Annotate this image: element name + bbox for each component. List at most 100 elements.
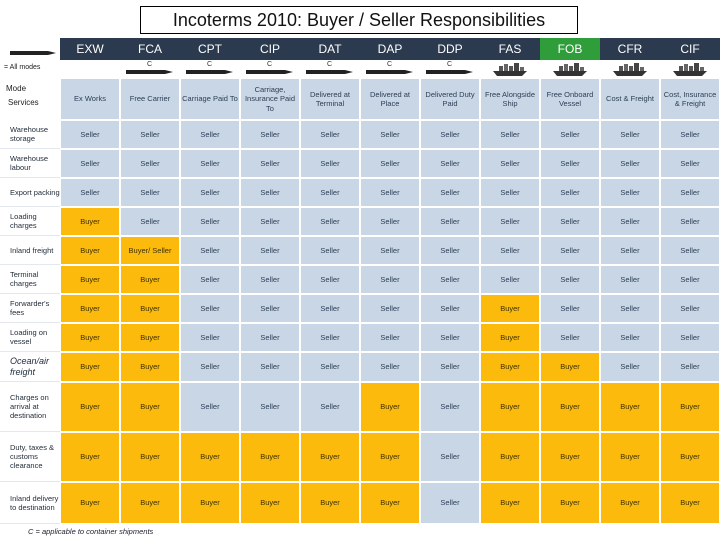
mode-text: Mode (6, 84, 27, 93)
responsibility-cell: Seller (60, 178, 120, 207)
responsibility-cell: Seller (240, 207, 300, 236)
responsibility-cell: Buyer (660, 482, 720, 524)
responsibility-cell: Buyer (480, 323, 540, 352)
responsibility-cell: Seller (300, 207, 360, 236)
responsibility-cell: Seller (240, 352, 300, 382)
responsibility-cell: Seller (480, 149, 540, 178)
transport-icon-cell (540, 60, 600, 78)
container-mark: C (267, 61, 273, 68)
responsibility-cell: Buyer (120, 482, 180, 524)
responsibility-cell: Seller (300, 294, 360, 323)
responsibility-cell: Buyer (60, 482, 120, 524)
term-name-dat: Delivered at Terminal (300, 78, 360, 120)
responsibility-cell: Seller (480, 236, 540, 265)
responsibility-cell: Seller (480, 178, 540, 207)
transport-icon-cell: C (120, 60, 180, 78)
responsibility-cell: Seller (180, 265, 240, 294)
term-name-cip: Carriage, Insurance Paid To (240, 78, 300, 120)
responsibility-cell: Seller (180, 149, 240, 178)
responsibility-cell: Seller (480, 265, 540, 294)
transport-icon-cell: C (240, 60, 300, 78)
transport-icon-cell: C (360, 60, 420, 78)
responsibility-cell: Buyer (600, 482, 660, 524)
responsibility-cell: Seller (180, 236, 240, 265)
responsibility-cell: Seller (660, 236, 720, 265)
responsibility-cell: Seller (360, 323, 420, 352)
row-label: Loading charges (0, 207, 60, 236)
responsibility-cell: Seller (360, 294, 420, 323)
all-modes-arrow-icon (246, 70, 293, 74)
responsibility-cell: Seller (600, 149, 660, 178)
responsibility-cell: Buyer (60, 323, 120, 352)
responsibility-cell: Seller (660, 120, 720, 149)
responsibility-cell: Buyer (240, 482, 300, 524)
responsibility-cell: Seller (540, 265, 600, 294)
responsibility-cell: Buyer (600, 432, 660, 482)
responsibility-cell: Seller (360, 236, 420, 265)
responsibility-cell: Buyer (60, 432, 120, 482)
term-header-fob: FOB (540, 38, 600, 60)
term-header-fas: FAS (480, 38, 540, 60)
responsibility-cell: Seller (600, 207, 660, 236)
term-name-cif: Cost, Insurance & Freight (660, 78, 720, 120)
container-mark: C (147, 61, 153, 68)
responsibility-cell: Seller (360, 178, 420, 207)
responsibility-cell: Buyer (120, 294, 180, 323)
row-label: Warehouse labour (0, 149, 60, 178)
responsibility-cell: Seller (240, 294, 300, 323)
responsibility-cell: Buyer (300, 432, 360, 482)
all-modes-legend: = All modes (4, 64, 40, 71)
responsibility-cell: Buyer (60, 352, 120, 382)
term-name-fas: Free Alongside Ship (480, 78, 540, 120)
responsibility-cell: Buyer (360, 432, 420, 482)
responsibility-cell: Buyer (120, 323, 180, 352)
responsibility-cell: Seller (300, 120, 360, 149)
responsibility-cell: Seller (180, 352, 240, 382)
responsibility-cell: Seller (420, 382, 480, 432)
responsibility-cell: Seller (540, 149, 600, 178)
responsibility-cell: Seller (240, 236, 300, 265)
responsibility-cell: Buyer (60, 382, 120, 432)
responsibility-cell: Seller (600, 265, 660, 294)
term-header-dat: DAT (300, 38, 360, 60)
responsibility-cell: Buyer (540, 352, 600, 382)
responsibility-cell: Seller (360, 352, 420, 382)
container-mark: C (447, 61, 453, 68)
responsibility-cell: Buyer (120, 382, 180, 432)
responsibility-cell: Buyer (120, 352, 180, 382)
responsibility-cell: Seller (240, 382, 300, 432)
responsibility-cell: Seller (540, 178, 600, 207)
term-header-fca: FCA (120, 38, 180, 60)
responsibility-cell: Buyer (60, 207, 120, 236)
responsibility-cell: Seller (180, 207, 240, 236)
row-label: Inland freight (0, 236, 60, 265)
responsibility-cell: Seller (240, 120, 300, 149)
term-name-cpt: Carriage Paid To (180, 78, 240, 120)
responsibility-cell: Buyer (600, 382, 660, 432)
responsibility-cell: Seller (180, 382, 240, 432)
responsibility-cell: Seller (600, 178, 660, 207)
responsibility-cell: Seller (600, 120, 660, 149)
responsibility-cell: Buyer (480, 482, 540, 524)
responsibility-cell: Seller (300, 149, 360, 178)
transport-icon-cell: C (300, 60, 360, 78)
responsibility-cell: Seller (660, 323, 720, 352)
responsibility-cell: Buyer (480, 432, 540, 482)
ship-icon (673, 63, 707, 76)
container-mark: C (207, 61, 213, 68)
term-name-fob: Free Onboard Vessel (540, 78, 600, 120)
responsibility-cell: Buyer (60, 294, 120, 323)
row-label: Ocean/air freight (0, 352, 60, 382)
responsibility-cell: Buyer/ Seller (120, 236, 180, 265)
responsibility-cell: Buyer (540, 432, 600, 482)
responsibility-cell: Seller (240, 178, 300, 207)
row-label: Forwarder's fees (0, 294, 60, 323)
responsibility-cell: Buyer (480, 352, 540, 382)
responsibility-cell: Seller (420, 294, 480, 323)
term-header-ddp: DDP (420, 38, 480, 60)
responsibility-cell: Buyer (120, 432, 180, 482)
responsibility-cell: Seller (360, 265, 420, 294)
responsibility-cell: Buyer (60, 265, 120, 294)
term-header-dap: DAP (360, 38, 420, 60)
responsibility-cell: Seller (240, 323, 300, 352)
